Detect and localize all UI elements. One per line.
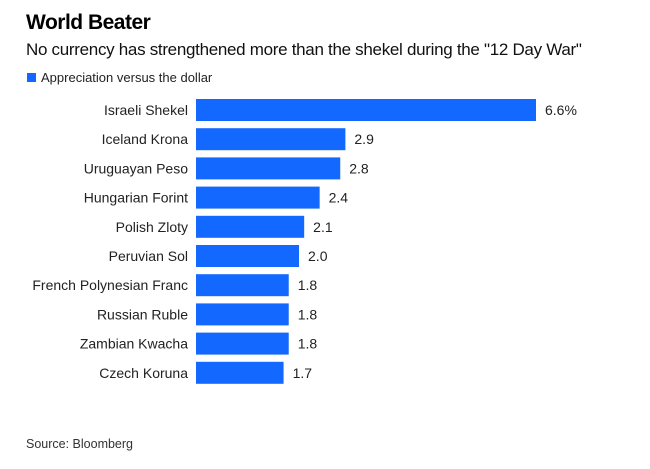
data-label: 6.6% xyxy=(545,102,577,118)
category-label: Uruguayan Peso xyxy=(84,160,189,176)
data-label: 2.9 xyxy=(354,131,374,147)
source-note: Source: Bloomberg xyxy=(26,437,134,451)
data-label: 1.8 xyxy=(298,306,318,322)
category-label: Russian Ruble xyxy=(97,306,188,322)
data-label: 1.7 xyxy=(293,365,313,381)
data-label: 2.1 xyxy=(313,219,333,235)
chart-subtitle: No currency has strengthened more than t… xyxy=(26,40,582,59)
bar xyxy=(196,128,346,151)
bar xyxy=(196,332,289,355)
bar xyxy=(196,245,300,267)
category-label: Iceland Krona xyxy=(102,131,189,147)
data-label: 1.8 xyxy=(298,277,318,293)
legend-label: Appreciation versus the dollar xyxy=(41,70,213,85)
data-label: 2.8 xyxy=(349,160,369,176)
category-label: Zambian Kwacha xyxy=(80,336,188,352)
bar xyxy=(196,186,320,209)
category-label: Israeli Shekel xyxy=(104,102,188,118)
category-label: Hungarian Forint xyxy=(84,190,188,206)
category-label: Czech Koruna xyxy=(99,365,188,381)
category-label: French Polynesian Franc xyxy=(32,277,188,293)
category-label: Peruvian Sol xyxy=(109,248,188,264)
legend-swatch xyxy=(27,73,36,82)
category-label: Polish Zloty xyxy=(116,219,188,235)
bar xyxy=(196,99,536,121)
bar xyxy=(196,361,284,384)
bar xyxy=(196,157,341,180)
bar xyxy=(196,303,289,326)
bar xyxy=(196,215,305,238)
data-label: 2.0 xyxy=(308,248,328,264)
data-label: 1.8 xyxy=(298,336,318,352)
bar xyxy=(196,274,289,297)
data-label: 2.4 xyxy=(329,190,349,206)
legend: Appreciation versus the dollar xyxy=(27,70,212,85)
chart-title: World Beater xyxy=(26,11,151,34)
